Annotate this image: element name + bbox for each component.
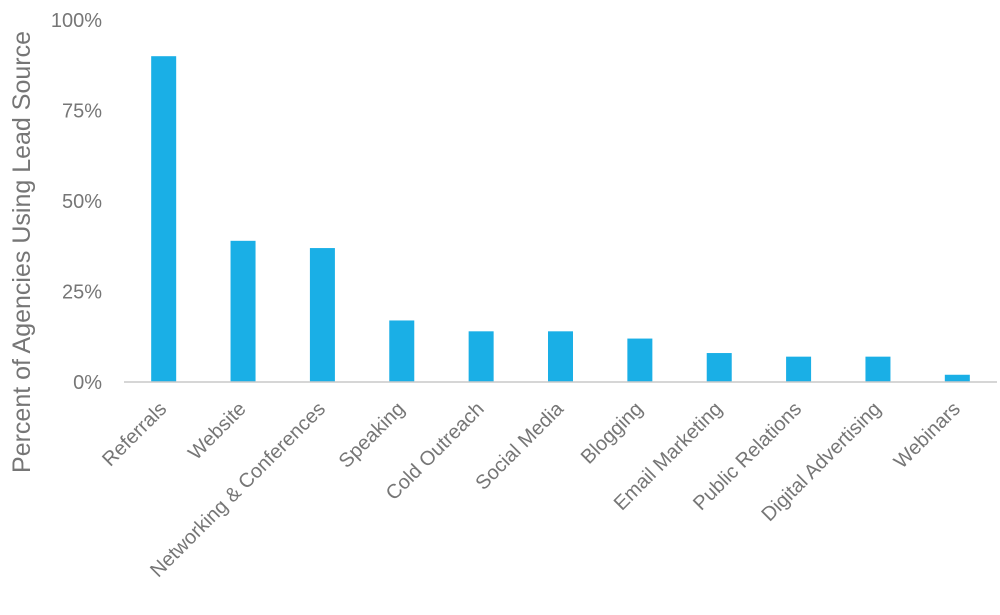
bar [468, 331, 494, 382]
y-tick-label: 75% [62, 101, 102, 123]
x-tick-label: Website [184, 398, 250, 464]
bar [230, 240, 256, 382]
x-tick-label: Speaking [335, 398, 410, 473]
bar [865, 356, 891, 382]
bar [786, 356, 812, 382]
y-tick-label: 50% [62, 191, 102, 213]
bar [151, 56, 177, 382]
bar [548, 331, 573, 382]
bars [151, 56, 970, 382]
x-tick-label: Blogging [577, 398, 648, 469]
bar [389, 320, 415, 382]
y-tick-label: 25% [62, 282, 102, 304]
bar [944, 374, 970, 382]
bar [309, 248, 335, 382]
bar [706, 353, 732, 382]
y-tick-label: 100% [51, 10, 102, 32]
y-tick-label: 0% [73, 372, 102, 394]
x-tick-label: Referrals [98, 398, 171, 471]
x-tick-label: Webinars [890, 398, 965, 473]
bar [627, 338, 653, 382]
y-axis-ticks: 0% 25% 50% 75% 100% [51, 10, 102, 394]
y-axis-title: Percent of Agencies Using Lead Source [8, 31, 36, 473]
